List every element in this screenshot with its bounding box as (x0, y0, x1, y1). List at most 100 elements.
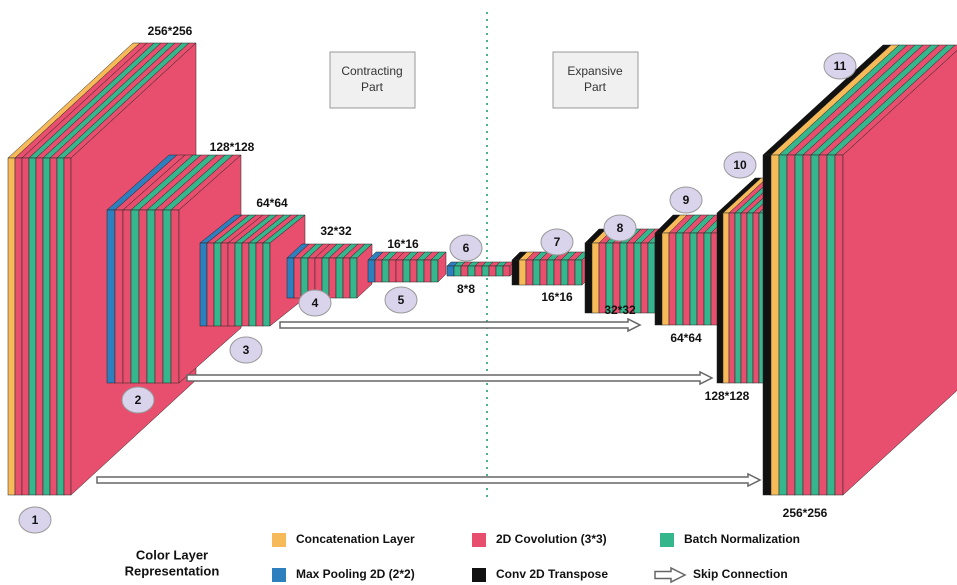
slab-side (842, 50, 957, 496)
slab-front (762, 154, 772, 496)
slab-front (591, 242, 600, 314)
block-number: 2 (135, 393, 142, 407)
expansive-box: Expansive Part (552, 51, 639, 109)
size-label: 128*128 (210, 140, 255, 154)
block-badge (384, 286, 418, 314)
layer-block (762, 44, 957, 496)
section-box (329, 51, 416, 109)
slab-front (495, 265, 504, 277)
slab-front (56, 157, 65, 496)
slab-side (356, 243, 373, 299)
slab-front (740, 212, 748, 384)
slab-front (409, 259, 418, 283)
legend-swatch (472, 568, 486, 582)
block-badge (823, 52, 857, 80)
slab-front (381, 259, 390, 283)
size-label: 64*64 (670, 331, 702, 345)
slab-front (560, 259, 569, 286)
slab-front (675, 232, 684, 326)
slab-front (255, 242, 264, 327)
slab-front (810, 154, 820, 496)
slab-front (668, 232, 677, 326)
slab-front (574, 259, 583, 286)
slab-front (539, 259, 548, 286)
slab-front (286, 257, 295, 299)
slab-front (122, 209, 132, 384)
layer-block (446, 261, 515, 277)
slab-front (553, 259, 562, 286)
skip-arrow (279, 317, 642, 333)
slab-front (63, 157, 72, 496)
slab-front (818, 154, 828, 496)
block-number: 1 (32, 513, 39, 527)
slab-front (349, 257, 358, 299)
slab-front (227, 242, 236, 327)
section-label: Expansive (567, 64, 623, 78)
size-label: 8*8 (457, 282, 475, 296)
size-label: 32*32 (604, 303, 636, 317)
block-number: 11 (834, 59, 847, 73)
slab-front (834, 154, 844, 496)
slab-front (446, 265, 455, 277)
slab-front (262, 242, 271, 327)
block-number: 10 (733, 158, 747, 172)
slab-front (199, 242, 208, 327)
slab-front (654, 232, 663, 326)
slab-front (525, 259, 534, 286)
slab-front (734, 212, 742, 384)
slab-front (481, 265, 490, 277)
layer-block (511, 251, 591, 286)
legend-swatch (272, 533, 286, 547)
contracting-box: Contracting Part (329, 51, 416, 109)
slab-front (367, 259, 376, 283)
slab-front (728, 212, 736, 384)
slab-front (716, 212, 724, 384)
slab-front (430, 259, 439, 283)
legend-title: Representation (125, 563, 220, 578)
slab-front (682, 232, 691, 326)
block-badge (540, 228, 574, 256)
slab-front (696, 232, 705, 326)
legend-label: Max Pooling 2D (2*2) (296, 567, 415, 581)
slab-front (722, 212, 730, 384)
slab-front (35, 157, 44, 496)
slab-front (21, 157, 30, 496)
block-badge (229, 336, 263, 364)
slab-front (752, 212, 760, 384)
slab-front (28, 157, 37, 496)
slab-front (335, 257, 344, 299)
slab-front (689, 232, 698, 326)
legend-label: Batch Normalization (684, 532, 800, 546)
slab-front (640, 242, 649, 314)
size-label: 256*256 (148, 24, 193, 38)
slab-front (518, 259, 527, 286)
slab-front (402, 259, 411, 283)
slab-front (7, 157, 16, 496)
slab-front (220, 242, 229, 327)
slab-front (146, 209, 156, 384)
slab-front (647, 242, 656, 314)
slab-front (546, 259, 555, 286)
slab-front (786, 154, 796, 496)
layer-block (286, 243, 373, 299)
slab-front (423, 259, 432, 283)
slab-front (170, 209, 180, 384)
slab-front (328, 257, 337, 299)
section-label: Part (584, 80, 607, 94)
slab-front (453, 265, 462, 277)
block-badge (121, 386, 155, 414)
size-label: 64*64 (256, 196, 288, 210)
size-label: 16*16 (541, 290, 573, 304)
slab-front (488, 265, 497, 277)
slab-front (14, 157, 23, 496)
section-box (552, 51, 639, 109)
slab-front (293, 257, 302, 299)
slab-front (584, 242, 593, 314)
slab-front (162, 209, 172, 384)
section-label: Contracting (341, 64, 402, 78)
size-label: 256*256 (783, 506, 828, 520)
block-badge (18, 506, 52, 534)
block-number: 6 (463, 241, 470, 255)
block-badge (723, 151, 757, 179)
